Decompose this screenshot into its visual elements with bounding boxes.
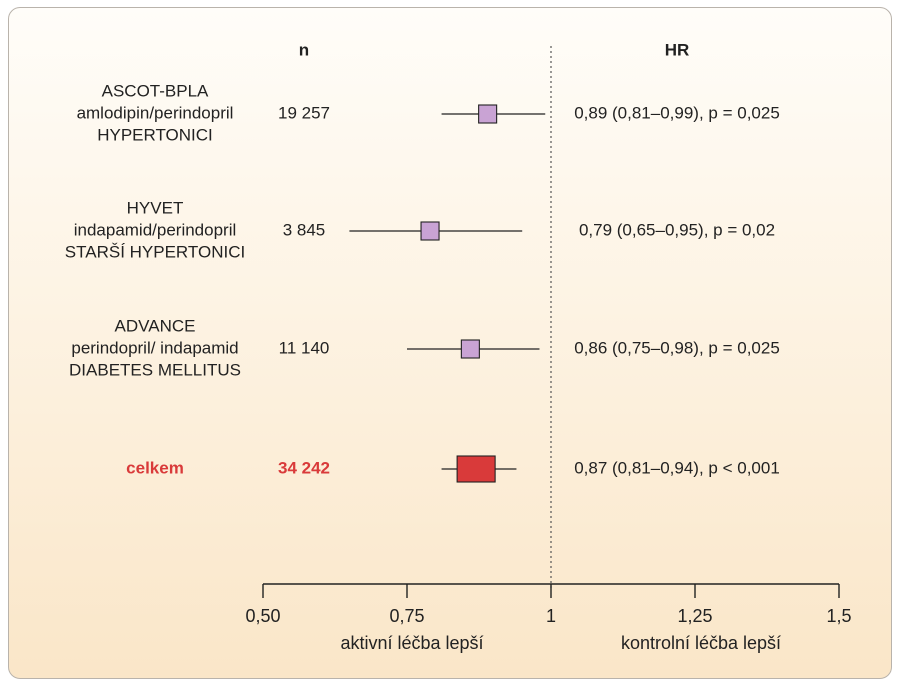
study-n: 3 845 — [283, 220, 326, 239]
left-side-label: aktivní léčba lepší — [340, 633, 483, 653]
study-estimate-box — [478, 104, 498, 124]
hr-result-text: 0,86 (0,75–0,98), p = 0,025 — [574, 338, 780, 357]
hr-result-text: 0,87 (0,81–0,94), p < 0,001 — [574, 458, 780, 477]
study-label: ASCOT-BPLA — [102, 81, 209, 100]
x-tick-label: 0,50 — [245, 606, 280, 626]
study-label: HYPERTONICI — [97, 125, 213, 144]
total-estimate-box — [456, 455, 496, 483]
study-label: STARŠÍ HYPERTONICI — [65, 242, 245, 261]
right-side-label: kontrolní léčba lepší — [621, 633, 781, 653]
study-n: 19 257 — [278, 103, 330, 122]
study-label: indapamid/perindopril — [74, 220, 237, 239]
x-tick-label: 1,5 — [826, 606, 851, 626]
study-label: amlodipin/perindopril — [77, 103, 234, 122]
study-label: perindopril/ indapamid — [71, 338, 238, 357]
hr-result-text: 0,79 (0,65–0,95), p = 0,02 — [579, 220, 775, 239]
study-label: DIABETES MELLITUS — [69, 360, 241, 379]
chart-panel — [8, 7, 892, 679]
study-estimate-box — [420, 221, 440, 241]
x-tick-label: 1 — [546, 606, 556, 626]
total-n: 34 242 — [278, 458, 330, 477]
study-estimate-box — [460, 339, 480, 359]
n-column-header: n — [299, 40, 309, 59]
x-tick-label: 0,75 — [389, 606, 424, 626]
study-label: HYVET — [127, 198, 184, 217]
study-n: 11 140 — [279, 338, 330, 357]
study-label: ADVANCE — [115, 316, 196, 335]
total-label: celkem — [126, 458, 184, 477]
hr-column-header: HR — [665, 40, 690, 59]
hr-result-text: 0,89 (0,81–0,99), p = 0,025 — [574, 103, 780, 122]
x-tick-label: 1,25 — [677, 606, 712, 626]
